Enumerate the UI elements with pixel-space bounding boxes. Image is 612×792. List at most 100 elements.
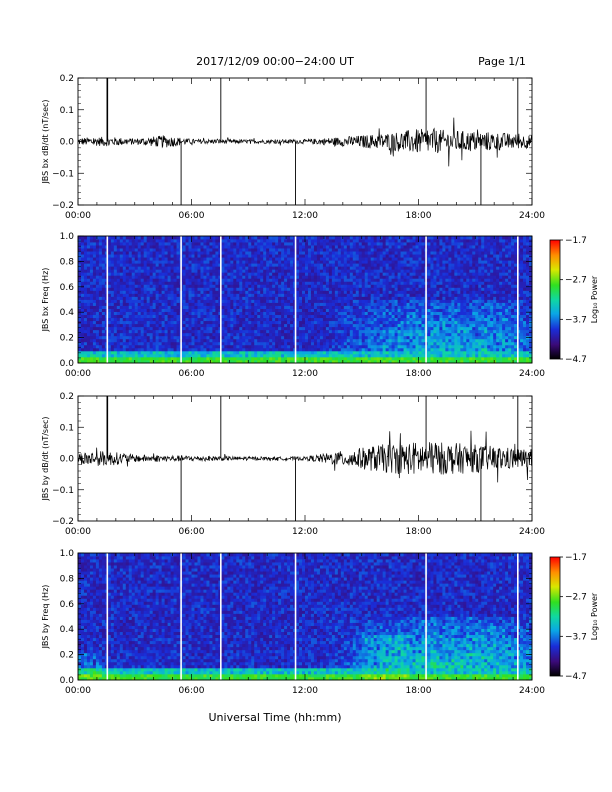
- spectrogram-cell: [161, 245, 166, 249]
- spectrogram-cell: [152, 257, 157, 261]
- spectrogram-cell: [236, 293, 240, 297]
- spectrogram-cell: [92, 239, 97, 243]
- spectrogram-cell: [119, 245, 124, 249]
- spectrogram-cell: [83, 305, 88, 309]
- spectrogram-cell: [349, 290, 354, 294]
- spectrogram-cell: [236, 335, 240, 340]
- spectrogram-cell: [167, 287, 171, 291]
- spectrogram-cell: [164, 317, 169, 322]
- spectrogram-cell: [310, 248, 315, 252]
- spectrogram-cell: [367, 308, 372, 312]
- spectrogram-cell: [284, 251, 288, 255]
- spectrogram-cell: [233, 263, 237, 267]
- spectrogram-cell: [406, 272, 410, 276]
- spectrogram-cell: [78, 290, 82, 294]
- spectrogram-cell: [86, 254, 91, 258]
- spectrogram-cell: [161, 347, 166, 352]
- spectrogram-cell: [281, 302, 285, 306]
- spectrogram-cell: [290, 341, 294, 346]
- spectrogram-cell: [284, 281, 288, 285]
- spectrogram-cell: [236, 239, 240, 243]
- spectrogram-cell: [134, 242, 139, 246]
- spectrogram-cell: [349, 257, 354, 261]
- spectrogram-cell: [275, 359, 279, 364]
- spectrogram-cell: [322, 296, 327, 300]
- spectrogram-cell: [263, 317, 267, 322]
- spectrogram-cell: [415, 296, 419, 300]
- spectrogram-cell: [149, 338, 154, 343]
- spectrogram-cell: [263, 353, 267, 358]
- spectrogram-cell: [266, 272, 270, 276]
- spectrogram-cell: [346, 239, 351, 243]
- spectrogram-cell: [382, 251, 387, 255]
- spectrogram-cell: [284, 278, 288, 282]
- spectrogram-cell: [343, 305, 348, 309]
- spectrogram-cell: [379, 248, 384, 252]
- spectrogram-cell: [95, 287, 100, 291]
- spectrogram-cell: [161, 356, 166, 361]
- spectrogram-cell: [257, 290, 261, 294]
- spectrogram-cell: [164, 239, 169, 243]
- spectrogram-cell: [319, 257, 324, 261]
- spectrogram-cell: [239, 266, 243, 270]
- spectrogram-cell: [391, 254, 396, 258]
- spectrogram-cell: [385, 350, 390, 355]
- spectrogram-cell: [412, 350, 416, 355]
- spectrogram-cell: [80, 272, 85, 276]
- spectrogram-cell: [254, 314, 258, 319]
- spectrogram-cell: [397, 305, 401, 309]
- spectrogram-cell: [125, 302, 130, 306]
- spectrogram-cell: [367, 332, 372, 337]
- spectrogram-cell: [316, 299, 321, 303]
- spectrogram-cell: [221, 317, 225, 322]
- spectrogram-cell: [394, 266, 398, 270]
- spectrogram-cell: [397, 308, 401, 312]
- spectrogram-cell: [122, 248, 127, 252]
- spectrogram-cell: [296, 242, 300, 246]
- spectrogram-cell: [149, 305, 154, 309]
- spectrogram-cell: [340, 299, 345, 303]
- spectrogram-cell: [343, 254, 348, 258]
- spectrogram-cell: [122, 278, 127, 282]
- spectrogram-cell: [185, 239, 189, 243]
- spectrogram-cell: [89, 275, 94, 279]
- spectrogram-cell: [83, 293, 88, 297]
- spectrogram-cell: [415, 251, 419, 255]
- spectrogram-cell: [122, 308, 127, 312]
- spectrogram-cell: [245, 305, 249, 309]
- spectrogram-cell: [125, 320, 130, 325]
- spectrogram-cell: [224, 242, 228, 246]
- spectrogram-cell: [242, 329, 246, 334]
- spectrogram-cell: [221, 335, 225, 340]
- spectrogram-cell: [263, 260, 267, 264]
- spectrogram-cell: [185, 326, 189, 331]
- spectrogram-cell: [134, 245, 139, 249]
- spectrogram-cell: [406, 326, 410, 331]
- spectrogram-cell: [122, 299, 127, 303]
- spectrogram-cell: [257, 266, 261, 270]
- spectrogram-cell: [78, 359, 82, 364]
- spectrogram-cell: [191, 245, 195, 249]
- spectrogram-cell: [128, 308, 133, 312]
- spectrogram-cell: [316, 245, 321, 249]
- spectrogram-cell: [322, 293, 327, 297]
- spectrogram-cell: [322, 266, 327, 270]
- spectrogram-cell: [182, 326, 186, 331]
- spectrogram-cell: [367, 329, 372, 334]
- spectrogram-cell: [92, 329, 97, 334]
- spectrogram-cell: [170, 251, 174, 255]
- spectrogram-cell: [340, 290, 345, 294]
- spectrogram-cell: [209, 338, 213, 343]
- spectrogram-cell: [302, 350, 306, 355]
- spectrogram-cell: [101, 242, 106, 246]
- spectrogram-cell: [236, 290, 240, 294]
- spectrogram-cell: [281, 266, 285, 270]
- spectrogram-cell: [307, 236, 312, 240]
- spectrogram-cell: [212, 341, 216, 346]
- spectrogram-cell: [116, 284, 121, 288]
- spectrogram-cell: [367, 293, 372, 297]
- spectrogram-cell: [101, 260, 106, 264]
- spectrogram-cell: [334, 248, 339, 252]
- spectrogram-cell: [299, 332, 303, 337]
- spectrogram-cell: [143, 344, 148, 349]
